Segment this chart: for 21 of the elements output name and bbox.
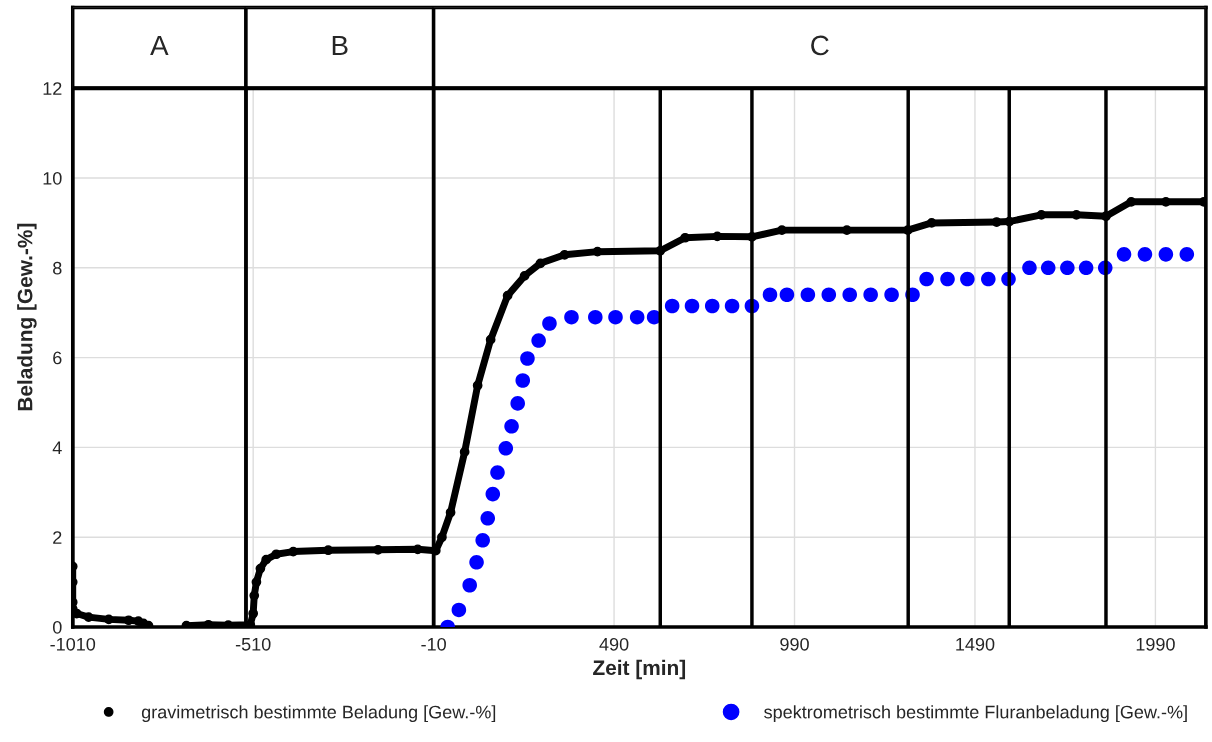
- y-tick-label: 2: [53, 531, 62, 544]
- band-label: C: [811, 35, 829, 56]
- band-label: B: [332, 35, 348, 56]
- x-axis-title: Zeit [min]: [593, 659, 686, 680]
- band-label: A: [150, 35, 169, 56]
- y-tick-label: 6: [53, 351, 62, 365]
- x-tick-label: 1990: [1136, 637, 1175, 651]
- x-tick-label: 1490: [956, 637, 995, 651]
- y-axis-title: Beladung [Gew.-%]: [17, 223, 37, 411]
- y-tick-label: 10: [43, 171, 62, 185]
- y-tick-label: 8: [53, 261, 62, 275]
- legend-label: spektrometrisch bestimmte Fluranbeladung [Gew.-%]: [764, 705, 1187, 723]
- x-tick-label: 990: [780, 637, 809, 651]
- y-tick-label: 4: [52, 441, 62, 454]
- x-tick-label: -510: [235, 637, 271, 651]
- legend-label: gravimetrisch bestimmte Beladung [Gew.-%]: [141, 705, 496, 723]
- x-tick-label: -10: [421, 637, 446, 651]
- x-tick-label: 490: [599, 637, 629, 651]
- x-tick-label: -1010: [50, 637, 96, 651]
- y-tick-label: 0: [52, 620, 62, 634]
- y-tick-label: 12: [43, 82, 62, 95]
